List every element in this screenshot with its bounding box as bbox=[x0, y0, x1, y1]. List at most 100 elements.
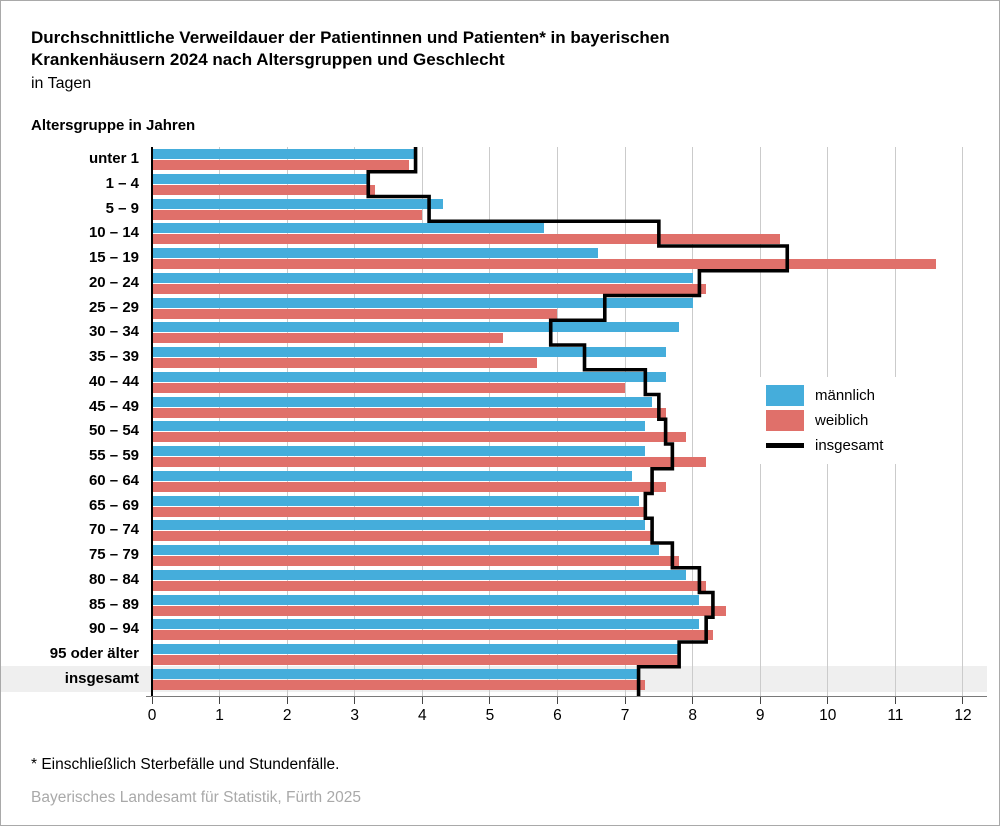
bar-maennlich bbox=[153, 619, 700, 630]
row-label: 40 – 44 bbox=[88, 372, 139, 390]
y-axis-title: Altersgruppe in Jahren bbox=[31, 117, 196, 134]
bar-maennlich bbox=[153, 297, 693, 308]
bar-maennlich bbox=[153, 396, 653, 407]
row-label: 20 – 24 bbox=[88, 273, 139, 291]
x-tick-label: 11 bbox=[887, 707, 904, 724]
bar-weiblich bbox=[153, 209, 423, 220]
x-tick-label: 9 bbox=[755, 707, 765, 724]
bar-maennlich bbox=[153, 322, 680, 333]
bar-weiblich bbox=[153, 457, 707, 467]
bar-weiblich bbox=[153, 160, 409, 170]
x-tick-label: 5 bbox=[485, 707, 495, 724]
x-tick bbox=[556, 697, 558, 704]
bar-weiblich bbox=[153, 407, 666, 418]
bar-weiblich bbox=[153, 481, 666, 492]
bar-weiblich bbox=[153, 432, 686, 443]
legend-item: insgesamt bbox=[766, 433, 936, 458]
bar-maennlich bbox=[153, 520, 646, 531]
x-tick bbox=[759, 697, 761, 704]
x-tick-label: 3 bbox=[350, 707, 360, 724]
x-tick-label: 4 bbox=[418, 707, 427, 724]
bar-maennlich bbox=[153, 248, 599, 258]
bar-maennlich bbox=[153, 173, 369, 184]
row-label: 90 – 94 bbox=[88, 620, 139, 638]
row-label: 15 – 19 bbox=[88, 249, 139, 266]
legend-item: männlich bbox=[766, 383, 936, 408]
row-label: 1 – 4 bbox=[105, 174, 139, 192]
x-tick-label: 1 bbox=[215, 707, 224, 724]
row-label: 5 – 9 bbox=[105, 199, 139, 217]
bar-weiblich bbox=[153, 184, 375, 195]
row-label: 55 – 59 bbox=[88, 447, 139, 464]
legend-label: insgesamt bbox=[815, 437, 884, 454]
row-label: 65 – 69 bbox=[88, 496, 139, 514]
x-tick bbox=[894, 697, 896, 704]
row-label: 50 – 54 bbox=[88, 422, 139, 440]
legend-item: weiblich bbox=[766, 408, 936, 433]
bar-weiblich bbox=[153, 580, 707, 591]
row-label: 70 – 74 bbox=[88, 521, 139, 539]
title-subtitle: in Tagen bbox=[31, 75, 92, 92]
legend: männlich weiblich insgesamt bbox=[756, 377, 936, 464]
title-line-1: Durchschnittliche Verweildauer der Patie… bbox=[31, 28, 670, 47]
bar-maennlich bbox=[153, 223, 544, 234]
bar-weiblich bbox=[153, 259, 936, 269]
bar-maennlich bbox=[153, 272, 693, 283]
x-tick-label: 6 bbox=[553, 707, 562, 724]
row-label: 45 – 49 bbox=[88, 397, 139, 415]
row-label: insgesamt bbox=[64, 669, 139, 687]
bar-maennlich bbox=[153, 569, 686, 580]
y-axis-line bbox=[151, 147, 153, 696]
page-title: Durchschnittliche Verweildauer der Patie… bbox=[31, 27, 670, 95]
x-tick-label: 2 bbox=[282, 707, 292, 724]
bar-weiblich bbox=[153, 531, 653, 542]
bar-maennlich bbox=[153, 446, 646, 456]
source-credit: Bayerisches Landesamt für Statistik, Für… bbox=[31, 789, 361, 806]
x-tick bbox=[286, 697, 288, 704]
x-tick bbox=[692, 697, 694, 704]
legend-label: männlich bbox=[815, 387, 876, 404]
x-tick bbox=[151, 697, 153, 704]
row-label: 95 oder älter bbox=[49, 645, 139, 662]
x-tick bbox=[624, 697, 626, 704]
bar-weiblich bbox=[153, 283, 707, 294]
bar-weiblich bbox=[153, 556, 680, 566]
row-label: unter 1 bbox=[88, 150, 139, 167]
x-tick-label: 7 bbox=[620, 707, 630, 724]
bar-maennlich bbox=[153, 668, 639, 679]
x-tick bbox=[354, 697, 356, 704]
bar-maennlich bbox=[153, 495, 639, 506]
bar-maennlich bbox=[153, 644, 680, 654]
bar-maennlich bbox=[153, 347, 666, 357]
row-label: 35 – 39 bbox=[88, 348, 139, 365]
row-label: 80 – 84 bbox=[88, 570, 139, 588]
bar-maennlich bbox=[153, 545, 659, 555]
x-axis-line bbox=[146, 696, 987, 697]
x-tick-label: 10 bbox=[819, 707, 837, 724]
row-label: 25 – 29 bbox=[88, 298, 139, 316]
bar-weiblich bbox=[153, 234, 781, 245]
bar-weiblich bbox=[153, 630, 713, 641]
x-tick bbox=[219, 697, 221, 704]
row-label: 30 – 34 bbox=[88, 323, 139, 341]
x-tick bbox=[827, 697, 829, 704]
legend-label: weiblich bbox=[815, 412, 869, 429]
bar-weiblich bbox=[153, 382, 626, 393]
title-line-2: Krankenhäusern 2024 nach Altersgruppen u… bbox=[31, 50, 505, 69]
bar-maennlich bbox=[153, 149, 416, 159]
row-label: 85 – 89 bbox=[88, 595, 139, 613]
bar-weiblich bbox=[153, 308, 558, 319]
row-label: 75 – 79 bbox=[88, 546, 139, 563]
bar-weiblich bbox=[153, 506, 646, 517]
bar-weiblich bbox=[153, 605, 727, 616]
bar-weiblich bbox=[153, 333, 504, 344]
x-tick-label: 8 bbox=[688, 707, 697, 724]
bar-maennlich bbox=[153, 198, 443, 209]
x-tick bbox=[962, 697, 964, 704]
bar-weiblich bbox=[153, 655, 680, 665]
legend-swatch-männlich bbox=[766, 385, 804, 406]
bar-maennlich bbox=[153, 470, 632, 481]
footnote: * Einschließlich Sterbefälle und Stunden… bbox=[31, 756, 340, 773]
